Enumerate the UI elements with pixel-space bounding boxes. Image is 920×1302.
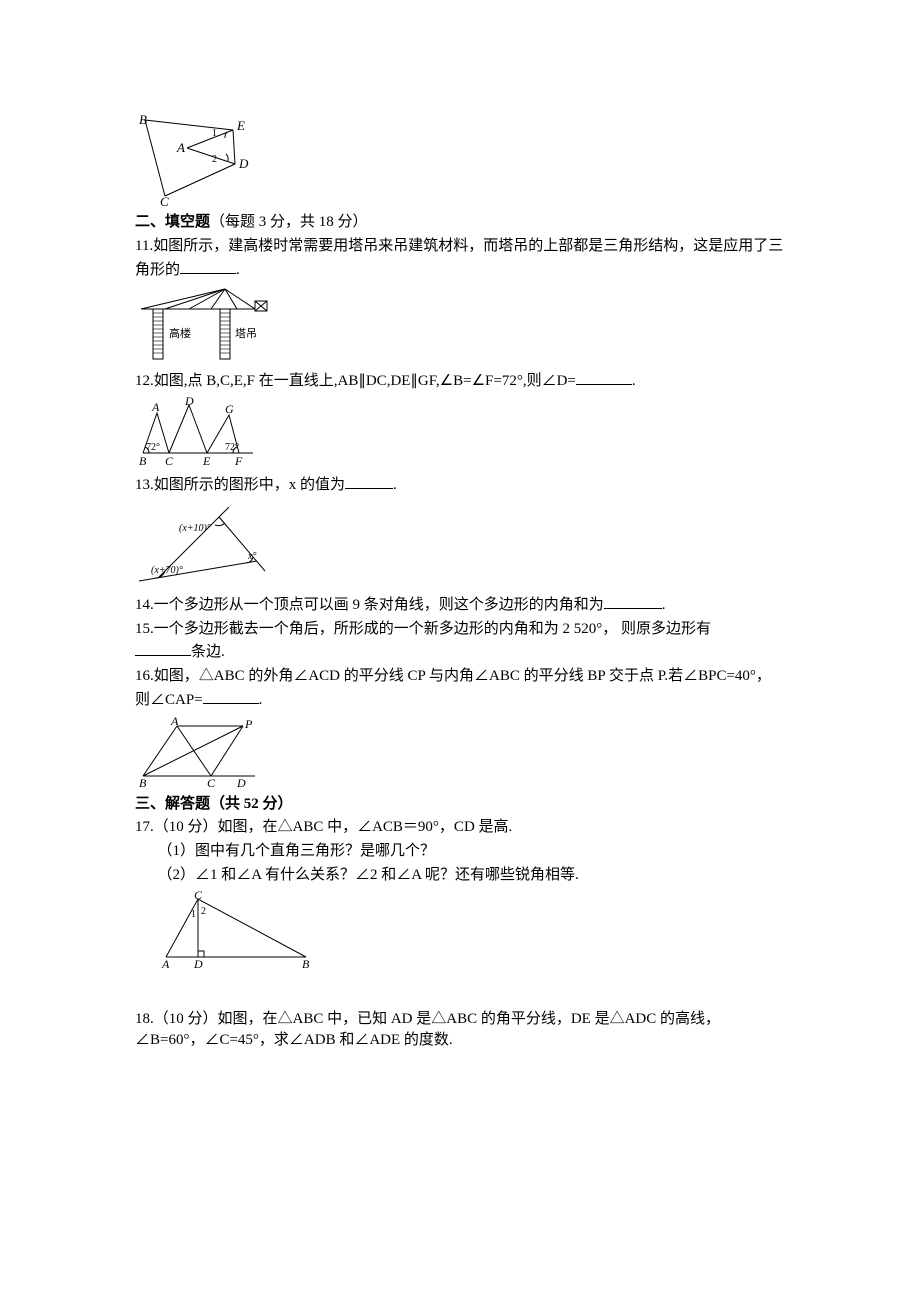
fig12-F: F bbox=[234, 454, 243, 467]
fig11-label-td: 塔吊 bbox=[235, 327, 257, 340]
fig17-B: B bbox=[302, 957, 310, 971]
fig11-label-hl: 高楼 bbox=[169, 326, 191, 340]
q17-l1: 17.（10 分）如图，在△ABC 中，∠ACB＝90°，CD 是高. bbox=[135, 817, 785, 839]
fig12-C: C bbox=[165, 454, 174, 467]
q11-text-b: . bbox=[236, 262, 240, 278]
fig-q11: 高楼 塔吊 bbox=[135, 285, 785, 363]
label-D: D bbox=[238, 156, 249, 171]
q18-l1: 18.（10 分）如图，在△ABC 中，已知 AD 是△ABC 的角平分线，DE… bbox=[135, 1009, 785, 1053]
q14-text-a: 14.一个多边形从一个顶点可以画 9 条对角线，则这个多边形的内角和为 bbox=[135, 597, 604, 613]
fig12-G: G bbox=[225, 402, 234, 416]
q15: 15.一个多边形截去一个角后，所形成的一个新多边形的内角和为 2 520°， 则… bbox=[135, 619, 785, 665]
label-1: 1 bbox=[212, 128, 217, 139]
fig16-A: A bbox=[170, 716, 179, 728]
fig-q17: A D B C 1 2 bbox=[135, 891, 785, 971]
fig13-t: (x+10)° bbox=[179, 523, 211, 534]
q17-l2: （1）图中有几个直角三角形？是哪几个？ bbox=[135, 841, 785, 863]
q15-blank bbox=[135, 640, 191, 656]
q13-text-b: . bbox=[393, 477, 397, 493]
q16-text-b: . bbox=[259, 692, 263, 708]
fig17-1: 1 bbox=[191, 909, 196, 920]
q15-text-b: 条边. bbox=[191, 644, 225, 660]
q11: 11.如图所示，建高楼时常需要用塔吊来吊建筑材料，而塔吊的上部都是三角形结构，这… bbox=[135, 236, 785, 282]
label-E: E bbox=[236, 118, 245, 133]
label-A: A bbox=[176, 140, 185, 155]
q12-text-a: 12.如图,点 B,C,E,F 在一直线上,AB∥DC,DE∥GF,∠B=∠F=… bbox=[135, 373, 576, 389]
fig17-C: C bbox=[194, 891, 203, 902]
q16-blank bbox=[203, 688, 259, 704]
q15-text-a: 15.一个多边形截去一个角后，所形成的一个新多边形的内角和为 2 520°， 则… bbox=[135, 621, 711, 637]
fig17-D: D bbox=[193, 957, 203, 971]
section2-title: 二、填空题 bbox=[135, 214, 210, 230]
fig12-E: E bbox=[202, 454, 211, 467]
fig-q12: A D G B C E F 72° 72° bbox=[135, 397, 785, 467]
q14-text-b: . bbox=[662, 597, 666, 613]
q13: 13.如图所示的图形中，x 的值为. bbox=[135, 473, 785, 497]
fig-q16: A P B C D bbox=[135, 716, 785, 788]
q14-blank bbox=[604, 593, 662, 609]
fig12-a1: 72° bbox=[146, 442, 160, 453]
q12-text-b: . bbox=[632, 373, 636, 389]
fig17-A: A bbox=[161, 957, 170, 971]
fig13-b: (x+70)° bbox=[151, 565, 183, 576]
q13-text-a: 13.如图所示的图形中，x 的值为 bbox=[135, 477, 345, 493]
q16: 16.如图，△ABC 的外角∠ACD 的平分线 CP 与内角∠ABC 的平分线 … bbox=[135, 666, 785, 712]
q17-l3: （2）∠1 和∠A 有什么关系？∠2 和∠A 呢？还有哪些锐角相等. bbox=[135, 865, 785, 887]
label-2: 2 bbox=[212, 154, 217, 165]
fig12-A: A bbox=[151, 400, 160, 414]
q14: 14.一个多边形从一个顶点可以画 9 条对角线，则这个多边形的内角和为. bbox=[135, 593, 785, 617]
q13-blank bbox=[345, 473, 393, 489]
section3-title: 三、解答题（共 52 分） bbox=[135, 796, 293, 812]
fig12-B: B bbox=[139, 454, 147, 467]
fig16-D: D bbox=[236, 776, 246, 788]
fig16-B: B bbox=[139, 776, 147, 788]
fig13-r: x° bbox=[247, 551, 256, 562]
fig-problem-10: B C A E D 1 2 bbox=[135, 114, 785, 206]
label-C: C bbox=[160, 194, 169, 206]
section2-sub: （每题 3 分，共 18 分） bbox=[210, 214, 368, 230]
fig17-2: 2 bbox=[201, 906, 206, 917]
label-B: B bbox=[139, 114, 147, 127]
q11-blank bbox=[180, 258, 236, 274]
fig-q13: (x+10)° x° (x+70)° bbox=[135, 501, 785, 587]
fig16-C: C bbox=[207, 776, 216, 788]
fig12-a2: 72° bbox=[225, 442, 239, 453]
q12: 12.如图,点 B,C,E,F 在一直线上,AB∥DC,DE∥GF,∠B=∠F=… bbox=[135, 369, 785, 393]
fig12-D: D bbox=[184, 397, 194, 408]
fig16-P: P bbox=[244, 717, 253, 731]
q12-blank bbox=[576, 369, 632, 385]
